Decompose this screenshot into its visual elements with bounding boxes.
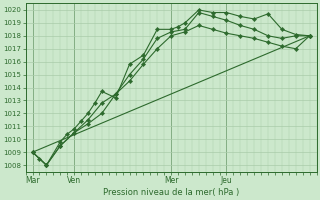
X-axis label: Pression niveau de la mer( hPa ): Pression niveau de la mer( hPa ) (103, 188, 239, 197)
